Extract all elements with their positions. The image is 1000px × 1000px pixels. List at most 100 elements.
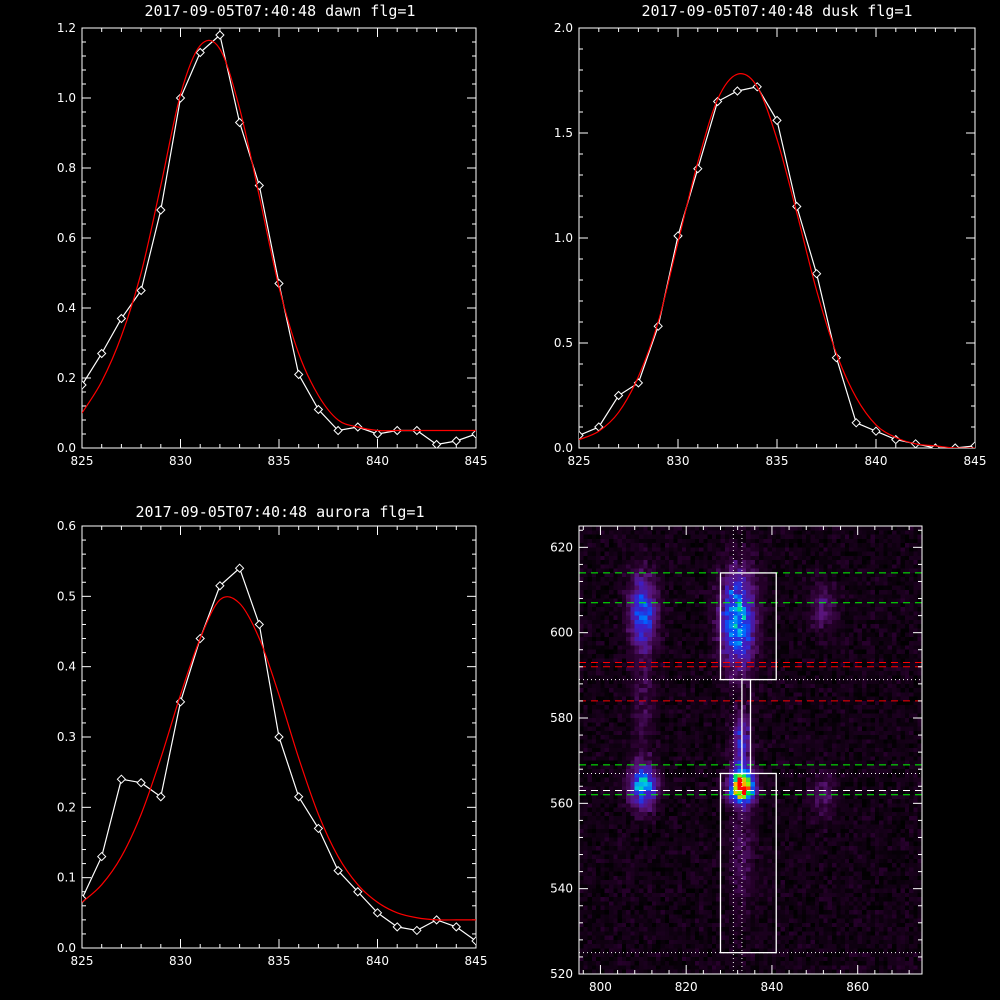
dawn-data-point <box>136 285 146 296</box>
dusk-xtick-label: 840 <box>865 454 888 468</box>
aurora-data-point <box>392 922 402 932</box>
dawn-xtick-label: 835 <box>268 454 291 468</box>
heatmap-ytick-label: 620 <box>550 540 573 554</box>
heatmap-ytick-label: 560 <box>550 796 573 810</box>
heatmap-box <box>741 678 752 775</box>
dawn-data-point <box>313 404 324 415</box>
aurora-xtick-label: 840 <box>366 954 389 968</box>
spectral-heatmap: 800 820 840 860 520 540 560 580 600 620 <box>550 525 923 994</box>
aurora-data-point <box>136 778 146 788</box>
aurora-ytick-label: 0.1 <box>57 871 76 885</box>
dusk-data-point <box>851 418 861 428</box>
heatmap-overlays <box>579 526 922 974</box>
dawn-ytick-label: 0.2 <box>57 371 76 385</box>
dawn-data-point <box>215 30 225 40</box>
dawn-xtick-label: 840 <box>366 454 389 468</box>
dusk-data-point <box>613 390 624 401</box>
heatmap-xtick-label: 860 <box>846 980 869 994</box>
aurora-ytick-label: 0.2 <box>57 800 76 814</box>
dawn-xtick-label: 825 <box>71 454 94 468</box>
aurora-data-point <box>254 619 265 630</box>
dusk-fit-series <box>579 73 975 448</box>
aurora-xtick-label: 830 <box>169 954 192 968</box>
dusk-data-point <box>950 443 960 448</box>
dawn-data-point <box>293 369 304 380</box>
aurora-fit-line <box>82 596 476 921</box>
dawn-data-point <box>116 313 127 324</box>
dusk-xtick-label: 835 <box>766 454 789 468</box>
dawn-data-point <box>431 439 442 448</box>
aurora-ytick-label: 0.3 <box>57 730 76 744</box>
aurora-data-point <box>215 581 225 591</box>
dusk-fit-line <box>579 73 975 448</box>
aurora-data-point <box>372 908 383 918</box>
heatmap-xtick-label: 800 <box>589 980 612 994</box>
dawn-data-point <box>372 429 383 439</box>
heatmap-xtick-label: 820 <box>675 980 698 994</box>
aurora-data-point <box>234 563 245 573</box>
aurora-fit-series <box>82 596 476 921</box>
aurora-data-point <box>451 922 462 932</box>
aurora-data-point <box>333 865 343 876</box>
dawn-line-plot: 2017-09-05T07:40:48 dawn flg=1 825 830 835… <box>57 2 488 468</box>
dawn-fit-line <box>82 39 476 432</box>
dusk-data-point <box>732 86 743 96</box>
aurora-xtick-label: 845 <box>465 954 488 968</box>
aurora-line-plot: 2017-09-05T07:40:48 aurora flg=1 825 830 8… <box>57 503 488 968</box>
dusk-data-point <box>871 426 881 436</box>
dusk-line-plot: 2017-09-05T07:40:48 dusk flg=1 825 830 835… <box>554 2 987 468</box>
aurora-ytick-label: 0.4 <box>57 660 76 674</box>
dawn-data-point <box>82 380 87 390</box>
aurora-xtick-label: 835 <box>268 954 291 968</box>
dawn-data-point <box>471 429 476 439</box>
dawn-ytick-label: 1.0 <box>57 91 76 105</box>
aurora-data-point <box>116 774 127 784</box>
dusk-ytick-label: 2.0 <box>554 21 573 35</box>
dusk-data-series <box>579 82 975 448</box>
aurora-data-point <box>293 792 304 802</box>
aurora-ytick-label: 0.0 <box>57 941 76 955</box>
dusk-data-point <box>811 268 822 279</box>
heatmap-ytick-label: 600 <box>550 626 573 640</box>
dusk-data-point <box>772 115 782 126</box>
dawn-ytick-label: 0.4 <box>57 301 76 315</box>
dusk-data-point <box>579 430 584 441</box>
dawn-data-point <box>333 425 343 436</box>
dawn-xtick-label: 845 <box>465 454 488 468</box>
aurora-ytick-label: 0.5 <box>57 589 76 603</box>
dusk-xtick-label: 825 <box>568 454 591 468</box>
dawn-data-series <box>82 30 476 448</box>
aurora-data-point <box>412 925 422 936</box>
dawn-fit-series <box>82 39 476 432</box>
heatmap-xtick-label: 840 <box>760 980 783 994</box>
dawn-ytick-label: 0.6 <box>57 231 76 245</box>
dusk-ytick-label: 0.5 <box>554 336 573 350</box>
dusk-data-point <box>970 441 975 448</box>
heatmap-ytick-label: 580 <box>550 711 573 725</box>
heatmap-axis-frame <box>578 525 923 975</box>
dusk-ytick-label: 1.5 <box>554 126 573 140</box>
dawn-ytick-label: 0.0 <box>57 441 76 455</box>
dawn-data-point <box>96 348 107 359</box>
dawn-xtick-label: 830 <box>169 454 192 468</box>
aurora-data-point <box>156 792 166 802</box>
dawn-data-point <box>451 436 462 446</box>
dusk-ytick-label: 1.0 <box>554 231 573 245</box>
aurora-data-point <box>96 851 107 862</box>
dusk-xtick-label: 845 <box>964 454 987 468</box>
dawn-plot-title: 2017-09-05T07:40:48 dawn flg=1 <box>145 2 416 20</box>
aurora-data-point <box>471 936 476 946</box>
dawn-data-point <box>195 47 205 58</box>
aurora-data-series <box>82 563 476 946</box>
dusk-xtick-label: 830 <box>667 454 690 468</box>
dusk-ytick-label: 0.0 <box>554 441 573 455</box>
aurora-data-point <box>353 887 363 897</box>
heatmap-ytick-label: 540 <box>550 882 573 896</box>
dusk-plot-title: 2017-09-05T07:40:48 dusk flg=1 <box>642 2 913 20</box>
dawn-data-point <box>156 205 166 215</box>
dawn-ytick-label: 0.8 <box>57 161 76 175</box>
heatmap-ytick-label: 520 <box>550 967 573 981</box>
dawn-ytick-label: 1.2 <box>57 21 76 35</box>
aurora-data-point <box>274 732 284 742</box>
